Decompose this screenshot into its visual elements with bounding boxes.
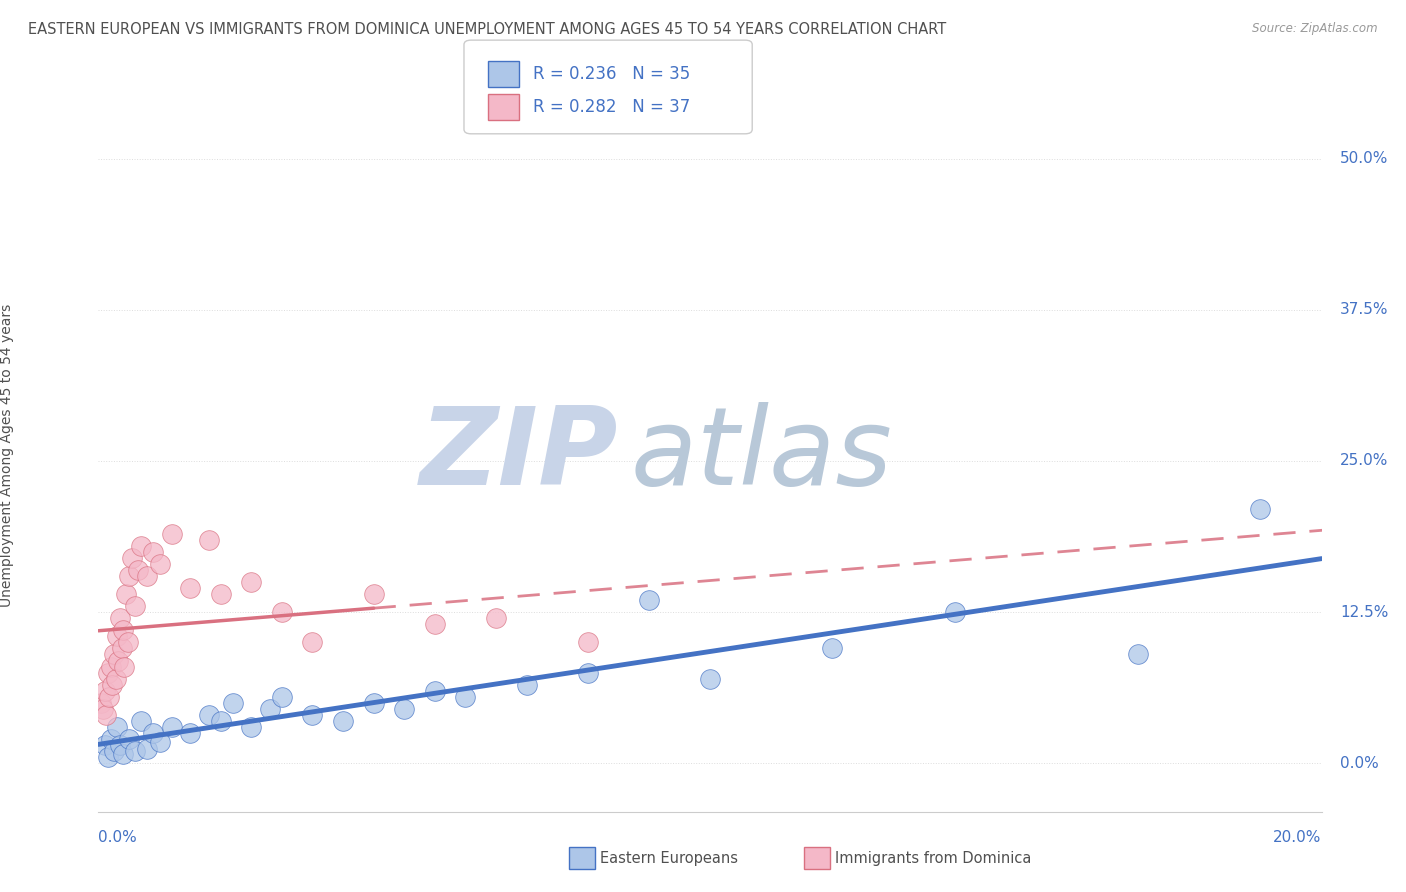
Text: Unemployment Among Ages 45 to 54 years: Unemployment Among Ages 45 to 54 years [0,303,14,607]
Point [142,544,165,558]
Point [222,696,245,710]
Text: 50.0%: 50.0% [1340,151,1388,166]
Text: Eastern Europeans: Eastern Europeans [600,851,738,865]
Point [100,659,122,673]
Point [118,569,141,583]
Point [136,741,159,756]
Text: Immigrants from Dominica: Immigrants from Dominica [835,851,1032,865]
Point [160,720,183,734]
Point [98,690,121,704]
Text: 37.5%: 37.5% [1340,302,1389,318]
Point [129,714,152,728]
Text: ZIP: ZIP [420,402,619,508]
Point [240,574,263,589]
Point [485,611,508,625]
Point [209,587,232,601]
Text: 0.0%: 0.0% [98,830,138,845]
Point [1128,648,1150,662]
Point [1250,502,1272,516]
Point [111,641,134,656]
Point [94,708,117,723]
Text: EASTERN EUROPEAN VS IMMIGRANTS FROM DOMINICA UNEMPLOYMENT AMONG AGES 45 TO 54 YE: EASTERN EUROPEAN VS IMMIGRANTS FROM DOMI… [28,22,946,37]
Point [363,587,385,601]
Point [423,683,446,698]
Text: 0.0%: 0.0% [1340,756,1379,771]
Point [104,672,127,686]
Point [301,635,323,649]
Point [197,708,219,723]
Point [93,683,115,698]
Point [637,593,661,607]
Point [117,635,139,649]
Point [111,624,134,638]
Point [259,702,281,716]
Point [149,734,172,748]
Point [108,738,131,752]
Point [101,678,124,692]
Point [270,690,294,704]
Point [576,635,599,649]
Point [93,738,115,752]
Point [105,720,128,734]
Point [90,696,112,710]
Point [332,714,354,728]
Text: Source: ZipAtlas.com: Source: ZipAtlas.com [1253,22,1378,36]
Point [129,539,152,553]
Point [423,617,446,632]
Point [240,720,263,734]
Point [136,569,159,583]
Point [118,732,141,747]
Point [124,599,146,613]
Point [943,605,966,619]
Point [121,550,143,565]
Point [576,665,599,680]
Point [149,557,172,571]
Text: 20.0%: 20.0% [1274,830,1322,845]
Point [301,708,323,723]
Point [197,533,219,547]
Point [179,581,201,595]
Point [108,611,131,625]
Text: R = 0.236   N = 35: R = 0.236 N = 35 [533,65,690,83]
Point [111,747,134,761]
Point [142,726,165,740]
Point [516,678,538,692]
Point [454,690,477,704]
Point [821,641,844,656]
Point [124,744,146,758]
Point [115,587,138,601]
Point [100,732,122,747]
Point [91,702,114,716]
Point [103,648,125,662]
Point [209,714,232,728]
Point [363,696,385,710]
Point [107,654,129,668]
Point [97,665,120,680]
Point [103,744,125,758]
Point [179,726,201,740]
Text: 12.5%: 12.5% [1340,605,1388,620]
Text: 25.0%: 25.0% [1340,453,1388,468]
Point [112,659,135,673]
Point [392,702,416,716]
Point [105,629,128,643]
Point [97,750,120,764]
Text: R = 0.282   N = 37: R = 0.282 N = 37 [533,98,690,116]
Point [270,605,294,619]
Point [127,563,149,577]
Point [699,672,721,686]
Text: atlas: atlas [630,402,893,508]
Point [160,526,183,541]
